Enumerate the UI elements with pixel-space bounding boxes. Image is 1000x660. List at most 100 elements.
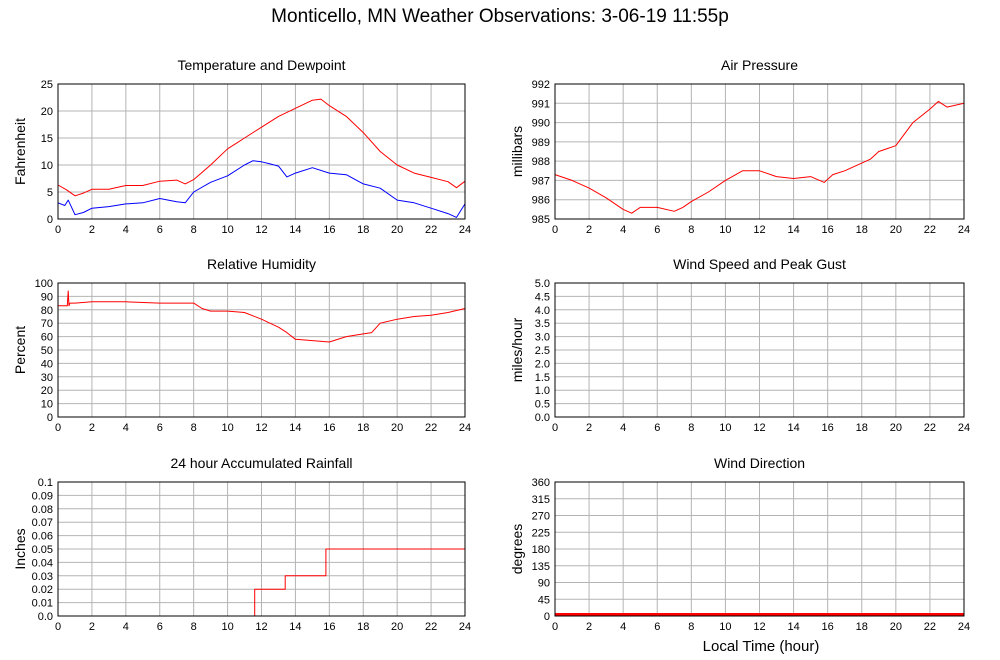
x-tick-label: 10 xyxy=(221,621,233,633)
x-tick-label: 10 xyxy=(221,422,233,434)
x-tick-label: 22 xyxy=(924,224,936,236)
y-tick-label: 0.04 xyxy=(32,557,53,569)
x-tick-label: 22 xyxy=(924,422,936,434)
y-tick-label: 135 xyxy=(532,561,550,573)
x-tick-label: 6 xyxy=(654,621,660,633)
y-tick-label: 100 xyxy=(35,278,53,290)
x-tick-label: 6 xyxy=(157,422,163,434)
x-tick-label: 24 xyxy=(459,621,471,633)
y-tick-label: 60 xyxy=(41,332,53,344)
y-tick-label: 0.06 xyxy=(32,531,53,543)
y-tick-label: 0 xyxy=(47,412,53,424)
x-tick-label: 20 xyxy=(391,422,403,434)
x-tick-label: 16 xyxy=(323,224,335,236)
x-tick-label: 8 xyxy=(191,422,197,434)
y-axis-title: miles/hour xyxy=(509,317,525,382)
y-tick-label: 40 xyxy=(41,358,53,370)
y-tick-label: 360 xyxy=(532,477,550,489)
chart-title: Wind Direction xyxy=(714,455,805,471)
x-tick-label: 6 xyxy=(654,224,660,236)
y-tick-label: 30 xyxy=(41,372,53,384)
y-tick-label: 25 xyxy=(41,79,53,91)
y-tick-label: 992 xyxy=(532,79,550,91)
x-tick-label: 14 xyxy=(289,224,301,236)
y-tick-label: 0.05 xyxy=(32,544,53,556)
y-tick-label: 315 xyxy=(532,494,550,506)
x-tick-label: 14 xyxy=(787,224,799,236)
series-line xyxy=(57,160,466,218)
x-tick-label: 16 xyxy=(323,621,335,633)
x-tick-label: 12 xyxy=(255,422,267,434)
chart-title: Temperature and Dewpoint xyxy=(177,57,345,73)
x-tick-label: 16 xyxy=(822,621,834,633)
series-line xyxy=(58,548,465,617)
x-tick-label: 18 xyxy=(856,224,868,236)
x-tick-label: 2 xyxy=(89,422,95,434)
x-tick-label: 16 xyxy=(822,224,834,236)
x-tick-label: 2 xyxy=(89,224,95,236)
x-tick-label: 12 xyxy=(753,621,765,633)
x-tick-label: 24 xyxy=(459,224,471,236)
y-axis-title: Fahrenheit xyxy=(12,118,28,185)
plot-frame xyxy=(57,481,466,617)
x-tick-label: 10 xyxy=(221,224,233,236)
x-tick-label: 24 xyxy=(958,224,970,236)
series-line xyxy=(57,98,466,197)
y-tick-label: 3.0 xyxy=(535,332,550,344)
y-tick-label: 225 xyxy=(532,527,550,539)
y-tick-label: 989 xyxy=(532,137,550,149)
x-tick-label: 4 xyxy=(620,621,626,633)
x-tick-label: 20 xyxy=(890,422,902,434)
x-tick-label: 22 xyxy=(924,621,936,633)
y-axis-title: degrees xyxy=(509,524,525,575)
y-tick-label: 0.5 xyxy=(535,399,550,411)
x-tick-label: 10 xyxy=(719,224,731,236)
x-tick-label: 22 xyxy=(425,224,437,236)
x-tick-label: 18 xyxy=(357,422,369,434)
y-tick-label: 5.0 xyxy=(535,278,550,290)
x-tick-label: 18 xyxy=(357,621,369,633)
x-tick-label: 4 xyxy=(123,224,129,236)
y-tick-label: 270 xyxy=(532,511,550,523)
y-tick-label: 80 xyxy=(41,305,53,317)
plot-frame xyxy=(554,83,965,220)
x-tick-label: 24 xyxy=(459,422,471,434)
x-tick-label: 18 xyxy=(856,621,868,633)
chart-title: Relative Humidity xyxy=(207,256,316,272)
y-tick-label: 2.5 xyxy=(535,345,550,357)
y-tick-label: 180 xyxy=(532,544,550,556)
x-tick-label: 24 xyxy=(958,621,970,633)
y-tick-label: 70 xyxy=(41,318,53,330)
y-tick-label: 986 xyxy=(532,195,550,207)
x-tick-label: 0 xyxy=(552,422,558,434)
y-tick-label: 3.5 xyxy=(535,318,550,330)
y-tick-label: 0.08 xyxy=(32,504,53,516)
y-tick-label: 20 xyxy=(41,106,53,118)
y-tick-label: 985 xyxy=(532,214,550,226)
y-tick-label: 45 xyxy=(538,594,550,606)
x-tick-label: 12 xyxy=(255,621,267,633)
y-tick-label: 1.5 xyxy=(535,372,550,384)
plot-frame xyxy=(554,481,965,617)
y-axis-title: Percent xyxy=(12,326,28,374)
x-tick-label: 14 xyxy=(787,621,799,633)
chart-title: Air Pressure xyxy=(721,57,798,73)
x-tick-label: 10 xyxy=(719,621,731,633)
x-tick-label: 20 xyxy=(890,224,902,236)
y-tick-label: 990 xyxy=(532,118,550,130)
y-tick-label: 15 xyxy=(41,133,53,145)
x-tick-label: 4 xyxy=(123,621,129,633)
y-tick-label: 50 xyxy=(41,345,53,357)
y-tick-label: 2.0 xyxy=(535,358,550,370)
x-tick-label: 18 xyxy=(856,422,868,434)
x-tick-label: 10 xyxy=(719,422,731,434)
y-tick-label: 987 xyxy=(532,175,550,187)
x-tick-label: 14 xyxy=(289,621,301,633)
y-tick-label: 10 xyxy=(41,160,53,172)
x-tick-label: 0 xyxy=(55,224,61,236)
